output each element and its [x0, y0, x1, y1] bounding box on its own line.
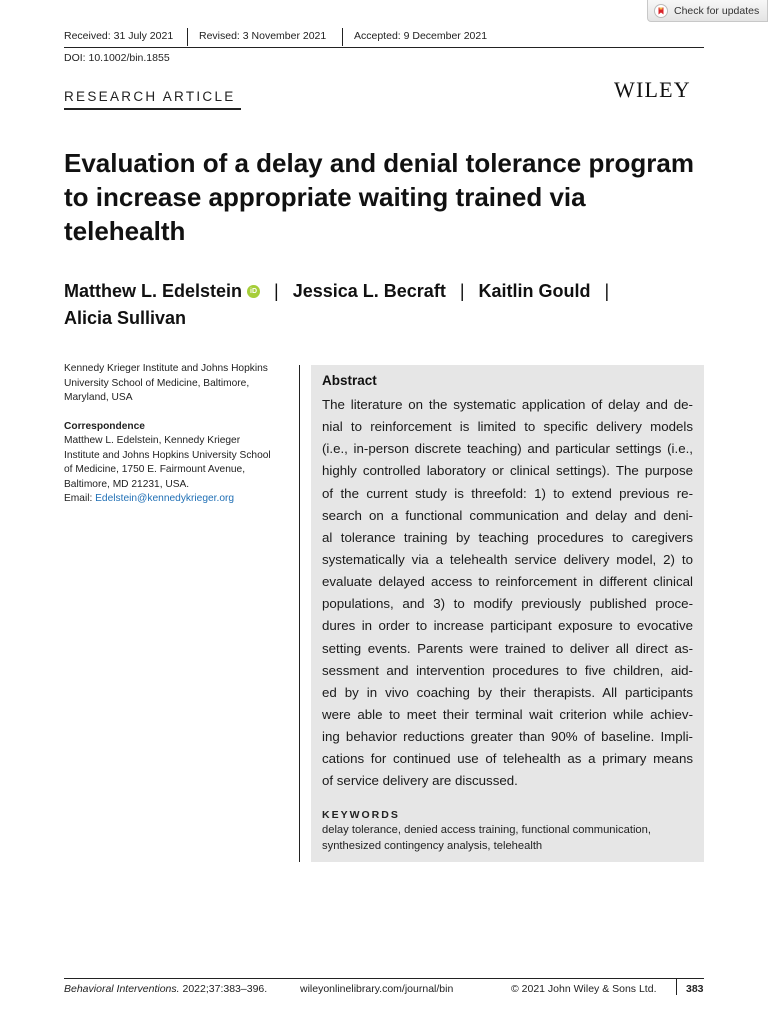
- affiliation-line: University School of Medicine, Baltimore…: [64, 377, 250, 389]
- history-divider: [187, 28, 188, 46]
- article-type-underline: [64, 108, 241, 110]
- copyright: © 2021 John Wiley & Sons Ltd.: [511, 983, 657, 995]
- affiliation-column: Kennedy Krieger Institute and Johns Hopk…: [64, 362, 292, 507]
- article-type: RESEARCH ARTICLE: [64, 89, 236, 104]
- keywords-line: delay tolerance, denied access training,…: [322, 824, 651, 836]
- column-divider: [299, 365, 300, 862]
- abstract-line: systematically via a telehealth service …: [322, 551, 693, 567]
- author-separator: |: [274, 281, 279, 301]
- abstract-line: setting events. Parents were trained to …: [322, 640, 693, 656]
- abstract-line: populations, and 3) to modify previously…: [322, 596, 693, 612]
- email-link[interactable]: Edelstein@kennedykrieger.org: [95, 493, 235, 504]
- header-rule: [64, 47, 704, 48]
- author-name: Jessica L. Becraft: [292, 281, 446, 301]
- revised-date: Revised: 3 November 2021: [199, 30, 327, 42]
- author-list: Matthew L. Edelstein iD | Jessica L. Bec…: [64, 278, 623, 332]
- abstract-line: of service delivery are discussed.: [322, 773, 518, 789]
- page-number: 383: [686, 983, 704, 995]
- abstract-line: ing behavior reductions greater than 90%…: [322, 729, 693, 745]
- author-name: Matthew L. Edelstein: [64, 281, 243, 301]
- affiliation-line: Kennedy Krieger Institute and Johns Hopk…: [64, 363, 268, 374]
- check-for-updates-label: Check for updates: [674, 4, 760, 17]
- history-divider: [342, 28, 343, 46]
- correspondence-line: Institute and Johns Hopkins University S…: [64, 449, 271, 461]
- journal-citation: Behavioral Interventions. 2022;37:383–39…: [64, 983, 267, 995]
- author-name: Kaitlin Gould: [478, 281, 591, 301]
- correspondence-line: Matthew L. Edelstein, Kennedy Krieger: [64, 435, 241, 446]
- footer-rule: [64, 978, 704, 979]
- accepted-date: Accepted: 9 December 2021: [354, 30, 488, 42]
- email-line: Email: Edelstein@kennedykrieger.org: [64, 492, 292, 507]
- affiliation-line: Maryland, USA: [64, 392, 133, 403]
- article-title: Evaluation of a delay and denial toleran…: [64, 146, 694, 248]
- article-history: Received: 31 July 2021 Revised: 3 Novemb…: [64, 28, 704, 48]
- email-label: Email:: [64, 493, 96, 504]
- abstract-line: (i.e., in-person discrete teaching) and …: [322, 441, 693, 457]
- correspondence-line: Baltimore, MD 21231, USA.: [64, 478, 190, 490]
- abstract-line: highly controlled laboratory or clinical…: [322, 463, 693, 479]
- keywords-heading: KEYWORDS: [322, 809, 400, 821]
- abstract-text: The literature on the systematic applica…: [322, 394, 693, 793]
- abstract-line: nial to reinforcement is limited to spec…: [322, 419, 693, 435]
- orcid-icon[interactable]: iD: [247, 285, 261, 298]
- abstract-line: search on a functional communication and…: [322, 507, 693, 523]
- check-for-updates-button[interactable]: Check for updates: [647, 0, 768, 22]
- keywords-line: synthesized contingency analysis, telehe…: [322, 839, 543, 852]
- correspondence-line: of Medicine, 1750 E. Fairmount Avenue,: [64, 464, 246, 475]
- citation-details: 2022;37:383–396.: [179, 983, 268, 995]
- abstract-line: were able to meet their terminal wait cr…: [322, 706, 693, 722]
- abstract-heading: Abstract: [322, 373, 377, 388]
- journal-url[interactable]: wileyonlinelibrary.com/journal/bin: [300, 983, 454, 995]
- keywords-text: delay tolerance, denied access training,…: [322, 823, 651, 854]
- author-name: Alicia Sullivan: [64, 308, 187, 328]
- abstract-line: cations for continued use of telehealth …: [322, 751, 693, 767]
- abstract-line: sessment and intervention procedures to …: [322, 662, 693, 678]
- author-separator: |: [459, 281, 465, 301]
- abstract-box: Abstract The literature on the systemati…: [311, 365, 704, 862]
- author-separator: |: [604, 281, 610, 301]
- check-updates-icon: [654, 3, 668, 18]
- abstract-line: ed by in vivo coaching by their therapis…: [322, 684, 693, 700]
- page-footer: Behavioral Interventions. 2022;37:383–39…: [64, 979, 704, 997]
- received-date: Received: 31 July 2021: [64, 30, 174, 42]
- doi: DOI: 10.1002/bin.1855: [64, 52, 170, 64]
- title-line: telehealth: [64, 216, 186, 246]
- abstract-line: evaluate delayed access to reinforcement…: [322, 574, 693, 590]
- publisher-logo: WILEY: [614, 77, 691, 102]
- abstract-line: of the current study is threefold: 1) to…: [322, 485, 693, 501]
- abstract-line: The literature on the systematic applica…: [322, 397, 693, 412]
- correspondence-label: Correspondence: [64, 420, 145, 432]
- footer-divider: [676, 979, 677, 995]
- abstract-line: al tolerance training by teaching proced…: [322, 529, 693, 545]
- journal-name: Behavioral Interventions.: [64, 983, 180, 995]
- title-line: to increase appropriate waiting trained …: [64, 182, 586, 212]
- abstract-line: dures in order to increase participant e…: [322, 618, 693, 634]
- title-line: Evaluation of a delay and denial toleran…: [64, 148, 694, 178]
